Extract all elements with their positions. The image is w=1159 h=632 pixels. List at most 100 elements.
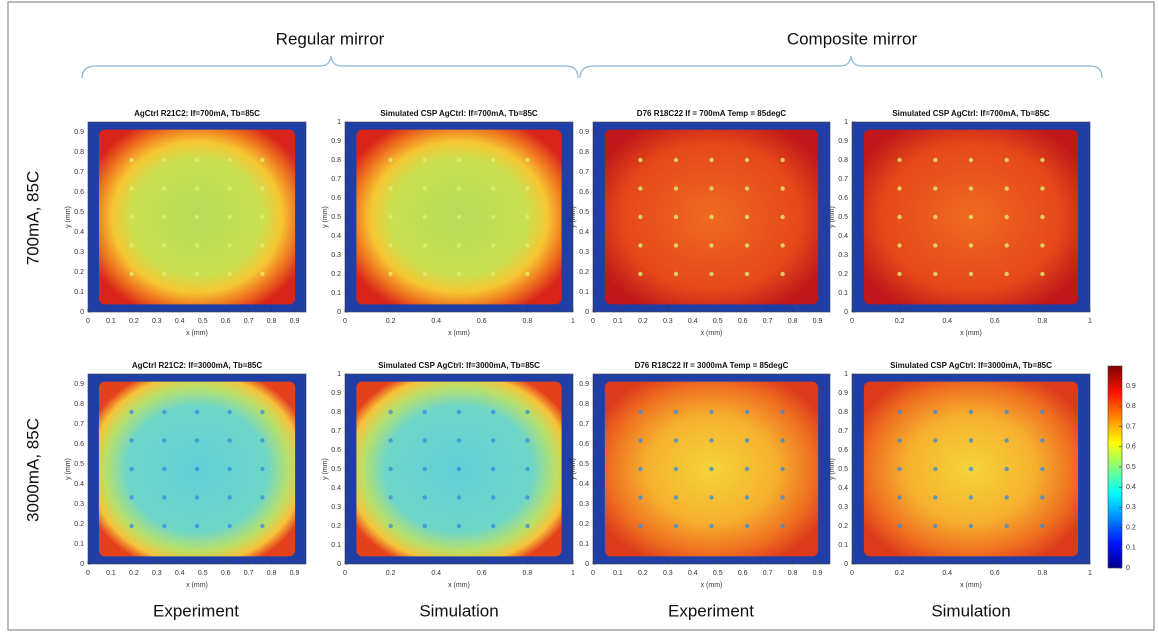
y-axis-label: y (mm) [829, 206, 836, 228]
hotspot [195, 243, 199, 247]
y-tick-label: 0.3 [579, 501, 589, 508]
hotspot [969, 215, 973, 219]
hotspot [388, 272, 392, 276]
hotspot [129, 272, 133, 276]
hotspot [780, 243, 784, 247]
hotspot [260, 272, 264, 276]
hotspot [457, 243, 461, 247]
y-tick-label: 1 [337, 119, 341, 126]
hotspot [491, 186, 495, 190]
hotspot [638, 438, 642, 442]
y-tick-label: 0.3 [74, 501, 84, 508]
hotspot [423, 215, 427, 219]
y-tick-label: 1 [844, 119, 848, 126]
hotspot [423, 438, 427, 442]
hotspot [457, 272, 461, 276]
hotspot [969, 438, 973, 442]
hotspot [388, 495, 392, 499]
y-tick-label: 0.5 [331, 466, 341, 473]
y-tick-label: 0.3 [331, 504, 341, 511]
x-tick-label: 0.7 [244, 318, 254, 325]
hotspot [228, 524, 232, 528]
panel-title: Simulated CSP AgCtrl: If=700mA, Tb=85C [892, 109, 1050, 118]
hotspot [491, 158, 495, 162]
hotspot [674, 186, 678, 190]
hotspot [709, 410, 713, 414]
y-tick-label: 0.4 [838, 233, 848, 240]
hotspot [897, 272, 901, 276]
hotspot [709, 467, 713, 471]
x-axis-label: x (mm) [448, 330, 470, 337]
y-tick-label: 0.3 [331, 252, 341, 259]
group-label: Regular mirror [276, 29, 385, 48]
panel-title: Simulated CSP AgCtrl: If=3000mA, Tb=85C [378, 361, 540, 370]
hotspot [897, 215, 901, 219]
y-tick-label: 0.5 [579, 209, 589, 216]
hotspot [228, 438, 232, 442]
hotspot [525, 158, 529, 162]
y-tick-label: 0.7 [331, 428, 341, 435]
hotspot [969, 158, 973, 162]
hotspot [709, 524, 713, 528]
hotspot [674, 158, 678, 162]
y-tick-label: 0.1 [838, 290, 848, 297]
y-tick-label: 0.3 [579, 249, 589, 256]
x-tick-label: 0.2 [895, 318, 905, 325]
x-tick-label: 0.8 [267, 570, 277, 577]
y-tick-label: 0 [337, 309, 341, 316]
column-label: Simulation [419, 601, 498, 620]
x-tick-label: 0.2 [129, 570, 139, 577]
hotspot [709, 243, 713, 247]
panel-title: AgCtrl R21C2: If=3000mA, Tb=85C [132, 361, 262, 370]
hotspot [260, 186, 264, 190]
hotspot [525, 215, 529, 219]
hotspot [780, 438, 784, 442]
y-tick-label: 0.8 [331, 409, 341, 416]
y-axis-label: y (mm) [322, 458, 329, 480]
x-tick-label: 0.7 [244, 570, 254, 577]
y-tick-label: 0.6 [331, 447, 341, 454]
hotspot [933, 467, 937, 471]
panel-title: D76 R18C22 If = 700mA Temp = 85degC [637, 109, 787, 118]
x-tick-label: 0.2 [386, 570, 396, 577]
x-tick-label: 0.7 [763, 318, 773, 325]
y-tick-label: 0.9 [74, 381, 84, 388]
panel-title: Simulated CSP AgCtrl: If=700mA, Tb=85C [380, 109, 538, 118]
hotspot [195, 467, 199, 471]
hotspot [129, 243, 133, 247]
x-tick-label: 0.5 [713, 570, 723, 577]
hotspot [638, 524, 642, 528]
hotspot [162, 243, 166, 247]
x-tick-label: 0.4 [431, 570, 441, 577]
y-tick-label: 0.7 [579, 421, 589, 428]
hotspot [780, 215, 784, 219]
hotspot [1005, 215, 1009, 219]
colorbar-tick-label: 0.1 [1126, 545, 1136, 552]
x-tick-label: 0.6 [477, 570, 487, 577]
hotspot [423, 467, 427, 471]
hotspot [897, 495, 901, 499]
y-axis-label: y (mm) [570, 458, 577, 480]
x-tick-label: 0.2 [895, 570, 905, 577]
x-tick-label: 0.5 [713, 318, 723, 325]
hotspot [745, 524, 749, 528]
y-tick-label: 0.6 [838, 447, 848, 454]
hotspot [709, 438, 713, 442]
y-tick-label: 0.2 [838, 271, 848, 278]
hotspot [423, 272, 427, 276]
x-tick-label: 1 [571, 318, 575, 325]
hotspot [388, 410, 392, 414]
hotspot [491, 524, 495, 528]
hotspot [933, 158, 937, 162]
column-label: Simulation [931, 601, 1010, 620]
hotspot [162, 495, 166, 499]
hotspot [525, 438, 529, 442]
hotspot [129, 158, 133, 162]
hotspot [1005, 524, 1009, 528]
hotspot [1040, 495, 1044, 499]
hotspot [897, 467, 901, 471]
x-tick-label: 0.5 [198, 570, 208, 577]
hotspot [1040, 410, 1044, 414]
x-tick-label: 0.6 [221, 570, 231, 577]
hotspot [674, 524, 678, 528]
